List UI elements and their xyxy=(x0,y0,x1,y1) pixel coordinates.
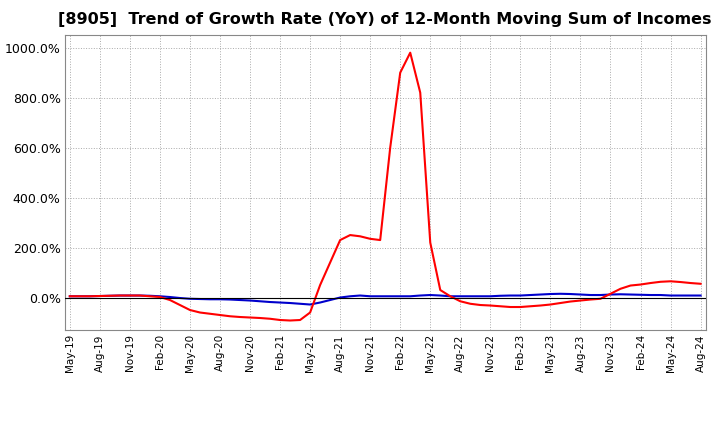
Net Income Growth Rate xyxy=(486,303,495,308)
Ordinary Income Growth Rate xyxy=(145,293,154,298)
Net Income Growth Rate xyxy=(696,281,705,286)
Line: Net Income Growth Rate: Net Income Growth Rate xyxy=(70,53,701,320)
Ordinary Income Growth Rate xyxy=(486,293,495,299)
Net Income Growth Rate xyxy=(436,287,444,293)
Ordinary Income Growth Rate xyxy=(476,293,485,299)
Net Income Growth Rate xyxy=(496,304,505,309)
Line: Ordinary Income Growth Rate: Ordinary Income Growth Rate xyxy=(70,294,701,304)
Ordinary Income Growth Rate xyxy=(306,302,315,307)
Net Income Growth Rate xyxy=(145,293,154,299)
Ordinary Income Growth Rate xyxy=(426,293,435,298)
Net Income Growth Rate xyxy=(66,293,74,299)
Ordinary Income Growth Rate xyxy=(336,295,344,300)
Ordinary Income Growth Rate xyxy=(556,291,564,297)
Net Income Growth Rate xyxy=(386,145,395,150)
Title: [8905]  Trend of Growth Rate (YoY) of 12-Month Moving Sum of Incomes: [8905] Trend of Growth Rate (YoY) of 12-… xyxy=(58,12,712,27)
Net Income Growth Rate xyxy=(286,318,294,323)
Ordinary Income Growth Rate xyxy=(386,293,395,299)
Ordinary Income Growth Rate xyxy=(66,293,74,299)
Ordinary Income Growth Rate xyxy=(696,293,705,298)
Net Income Growth Rate xyxy=(336,238,344,243)
Net Income Growth Rate xyxy=(406,50,415,55)
